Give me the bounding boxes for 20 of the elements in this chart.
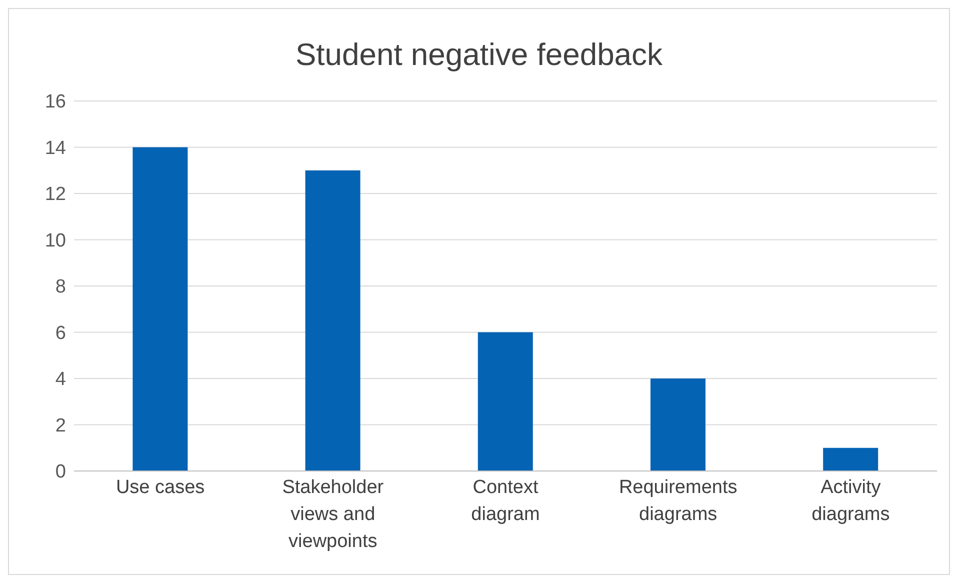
y-tick-label: 10 (44, 230, 66, 252)
y-tick-label: 2 (55, 415, 66, 436)
x-tick-label: Stakeholder views and viewpoints (282, 477, 384, 552)
x-tick-label: Context diagram (471, 477, 540, 525)
y-tick-label: 0 (55, 462, 66, 483)
bar (132, 147, 188, 471)
y-tick-label: 4 (55, 369, 66, 390)
bar (305, 170, 360, 471)
x-tick-label: Activity diagrams (812, 477, 890, 525)
y-tick-label: 12 (44, 184, 66, 206)
bar (478, 332, 533, 471)
x-tick-label: Use cases (116, 477, 205, 498)
y-tick-label: 16 (44, 92, 66, 113)
y-tick-label: 8 (55, 276, 66, 298)
bar (650, 378, 706, 471)
y-tick-label: 14 (44, 138, 66, 159)
chart-title: Student negative feedback (294, 37, 664, 74)
y-tick-label: 6 (55, 322, 66, 344)
x-tick-label: Requirements diagrams (618, 477, 738, 525)
bar (823, 448, 878, 471)
